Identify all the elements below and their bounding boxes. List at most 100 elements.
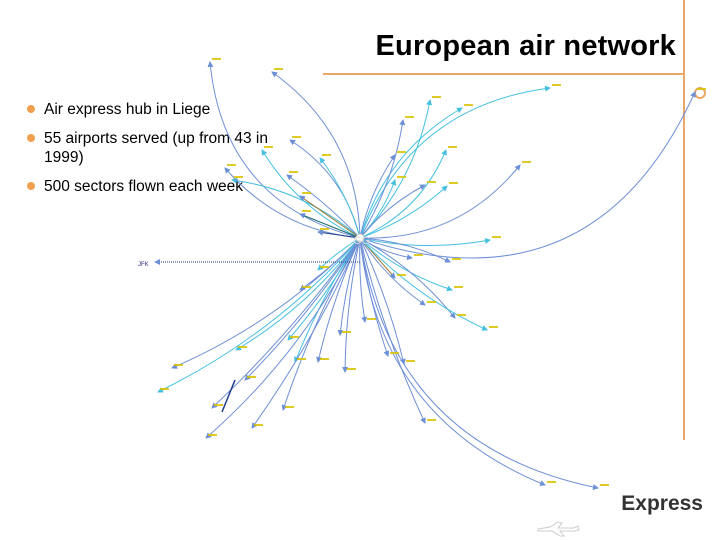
route-line xyxy=(359,237,426,306)
orange-dot-icon xyxy=(27,134,35,142)
page-title: European air network xyxy=(375,30,676,62)
route-line xyxy=(359,149,447,239)
route-line xyxy=(359,119,406,239)
route-line xyxy=(171,237,361,369)
airport-label-mark xyxy=(452,258,461,260)
route-line xyxy=(359,85,551,239)
airport-label-mark xyxy=(320,266,329,268)
route-line xyxy=(359,237,488,331)
orange-dot-icon xyxy=(27,182,35,190)
right-rule xyxy=(683,0,685,440)
route-line xyxy=(359,237,599,490)
route-line xyxy=(359,237,426,424)
airport-label-mark xyxy=(390,352,399,354)
bullet-item: Air express hub in Liege xyxy=(22,100,272,119)
route-line xyxy=(271,71,361,239)
route-line xyxy=(359,184,426,239)
airport-label-mark xyxy=(432,96,441,98)
route-line xyxy=(359,237,546,486)
airport-label-mark xyxy=(547,481,556,483)
airport-label-mark xyxy=(342,331,351,333)
route-line xyxy=(231,177,361,239)
airport-label-mark xyxy=(427,419,436,421)
route-line xyxy=(342,237,361,373)
bullet-text: Air express hub in Liege xyxy=(44,101,211,118)
route-line xyxy=(286,174,361,239)
route-line xyxy=(337,237,361,336)
airport-label-mark xyxy=(320,228,329,230)
hub-liege: GG xyxy=(353,233,370,247)
bullet-text: 500 sectors flown each week xyxy=(44,178,244,195)
route-line xyxy=(221,379,236,413)
airport-label-mark xyxy=(464,104,473,106)
route-line xyxy=(359,237,456,319)
airport-label-mark xyxy=(292,136,301,138)
route-line xyxy=(359,185,448,239)
airport-label-mark xyxy=(212,58,221,60)
route-line xyxy=(359,237,406,365)
airport-label-mark xyxy=(264,146,273,148)
airplane-logo-icon xyxy=(537,521,580,537)
route-line xyxy=(281,237,361,411)
airport-label-mark xyxy=(238,346,247,348)
airport-label-mark xyxy=(289,171,298,173)
route-line xyxy=(359,164,521,239)
airport-label-mark xyxy=(367,318,376,320)
airport-label-mark xyxy=(427,181,436,183)
airport-label-mark xyxy=(302,286,311,288)
airport-label-mark xyxy=(492,236,501,238)
airport-label-mark xyxy=(397,274,406,276)
airport-label-mark xyxy=(297,358,306,360)
route-line xyxy=(299,237,361,291)
route-line xyxy=(359,237,453,292)
bullet-item: 55 airports served (up from 43 in 1999) xyxy=(22,129,272,167)
airport-label-mark xyxy=(247,376,256,378)
route-line xyxy=(359,154,396,239)
airport-label-mark xyxy=(427,301,436,303)
airport-label-mark xyxy=(522,161,531,163)
route-lines xyxy=(154,61,696,490)
airport-label-mark xyxy=(489,326,498,328)
airport-label-mark xyxy=(254,424,263,426)
airport-label-mark xyxy=(160,388,169,390)
airport-label-mark xyxy=(397,176,406,178)
brand-logo: Express xyxy=(621,492,703,515)
airport-label-mark xyxy=(320,358,329,360)
route-line xyxy=(359,91,696,259)
airport-label-mark xyxy=(274,68,283,70)
route-line xyxy=(299,195,361,239)
airport-label-mark xyxy=(285,406,294,408)
airport-label-mark xyxy=(449,182,458,184)
route-line xyxy=(299,213,361,239)
route-line xyxy=(235,237,361,351)
airport-label-mark xyxy=(552,84,561,86)
route-line xyxy=(319,157,361,239)
airport-label-mark xyxy=(208,434,217,436)
airport-label-mark xyxy=(414,254,423,256)
airport-label-mark xyxy=(302,192,311,194)
route-line xyxy=(207,61,361,239)
route-line xyxy=(359,107,463,239)
airport-label-mark xyxy=(302,210,311,212)
airport-label-mark xyxy=(174,364,183,366)
route-line xyxy=(244,237,361,381)
airport-labels xyxy=(160,58,706,486)
route-line xyxy=(251,237,361,429)
title-underline xyxy=(323,73,684,75)
bullet-list: Air express hub in Liege 55 airports ser… xyxy=(22,100,272,206)
airport-label-mark xyxy=(227,164,236,166)
orange-dot-icon xyxy=(27,105,35,113)
airport-label-mark xyxy=(234,176,243,178)
route-line xyxy=(359,237,491,246)
route-line xyxy=(359,237,451,263)
airport-label-mark xyxy=(448,146,457,148)
airport-label-mark xyxy=(290,336,299,338)
hub-label: GG xyxy=(353,235,370,247)
airport-label-mark xyxy=(457,314,466,316)
route-line xyxy=(157,237,361,393)
route-line xyxy=(205,237,361,439)
airport-label-mark xyxy=(600,484,609,486)
jfk-label: JFK xyxy=(138,262,149,268)
airport-label-mark xyxy=(322,154,331,156)
airport-label-mark xyxy=(405,116,414,118)
